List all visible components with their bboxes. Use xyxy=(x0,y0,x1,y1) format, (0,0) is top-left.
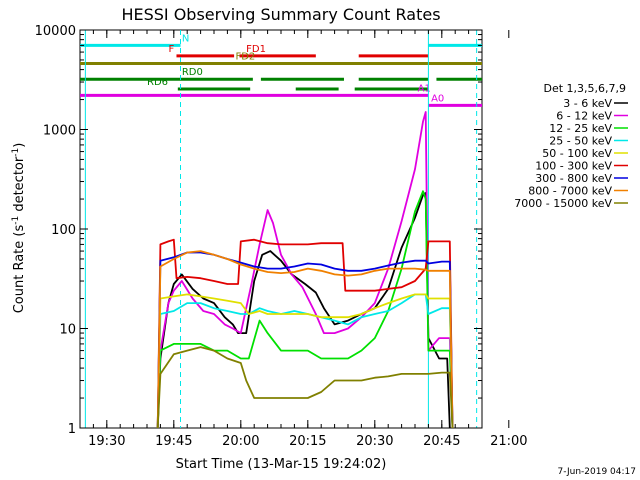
series-line-3 xyxy=(156,190,454,428)
y-axis: 1 10 100 1000 10000 xyxy=(35,24,482,437)
y-tick-label: 10000 xyxy=(35,24,76,39)
legend-label: 100 - 300 keV xyxy=(535,160,612,173)
legend-title: Det 1,3,5,6,7,9 xyxy=(543,82,626,95)
legend-label: 7000 - 15000 keV xyxy=(514,197,612,210)
x-tick-label: 20:00 xyxy=(222,434,259,449)
y-tick-label: 100 xyxy=(51,223,76,238)
flag-label-n: N xyxy=(182,33,189,44)
x-axis: 19:30 19:45 20:00 20:15 20:30 20:45 21:00 xyxy=(79,30,528,449)
legend-label: 12 - 25 keV xyxy=(549,122,612,135)
series-line-8 xyxy=(156,250,454,428)
flag-label-fd2: FD2 xyxy=(235,52,255,63)
chart-title: HESSI Observing Summary Count Rates xyxy=(121,5,440,24)
x-tick-label: 20:45 xyxy=(423,434,460,449)
y-tick-label: 1 xyxy=(68,422,76,437)
legend-label: 300 - 800 keV xyxy=(535,172,612,185)
flag-label-rd0: RD0 xyxy=(182,67,203,78)
flag-label-fd1: FD1 xyxy=(246,44,266,55)
x-tick-label: 19:45 xyxy=(155,434,192,449)
flag-label-rd6: RD6 xyxy=(147,77,168,88)
series-line-5 xyxy=(156,293,454,428)
series-lines xyxy=(156,111,454,428)
x-axis-label: Start Time (13-Mar-15 19:24:02) xyxy=(176,457,387,472)
y-axis-label: Count Rate (s-1 detector-1) xyxy=(11,143,27,314)
x-tick-label: 20:30 xyxy=(356,434,393,449)
flag-label-f: F xyxy=(168,44,174,55)
flag-label-a0: A0 xyxy=(431,93,444,104)
footer-date: 7-Jun-2019 04:17 xyxy=(558,467,637,477)
series-line-1 xyxy=(156,192,451,428)
x-tick-label: 20:15 xyxy=(289,434,326,449)
x-tick-label: 21:00 xyxy=(490,434,527,449)
legend-label: 3 - 6 keV xyxy=(563,97,612,110)
series-line-7 xyxy=(156,251,454,428)
legend-label: 800 - 7000 keV xyxy=(528,185,612,198)
series-line-9 xyxy=(156,346,454,428)
legend-label: 50 - 100 keV xyxy=(542,147,612,160)
legend-label: 25 - 50 keV xyxy=(549,135,612,148)
x-tick-label: 19:30 xyxy=(88,434,125,449)
flag-label-a1: A1 xyxy=(418,83,431,94)
y-tick-label: 10 xyxy=(59,323,76,338)
series-line-6 xyxy=(156,238,454,428)
y-tick-label: 1000 xyxy=(43,124,76,139)
legend-label: 6 - 12 keV xyxy=(556,110,612,123)
